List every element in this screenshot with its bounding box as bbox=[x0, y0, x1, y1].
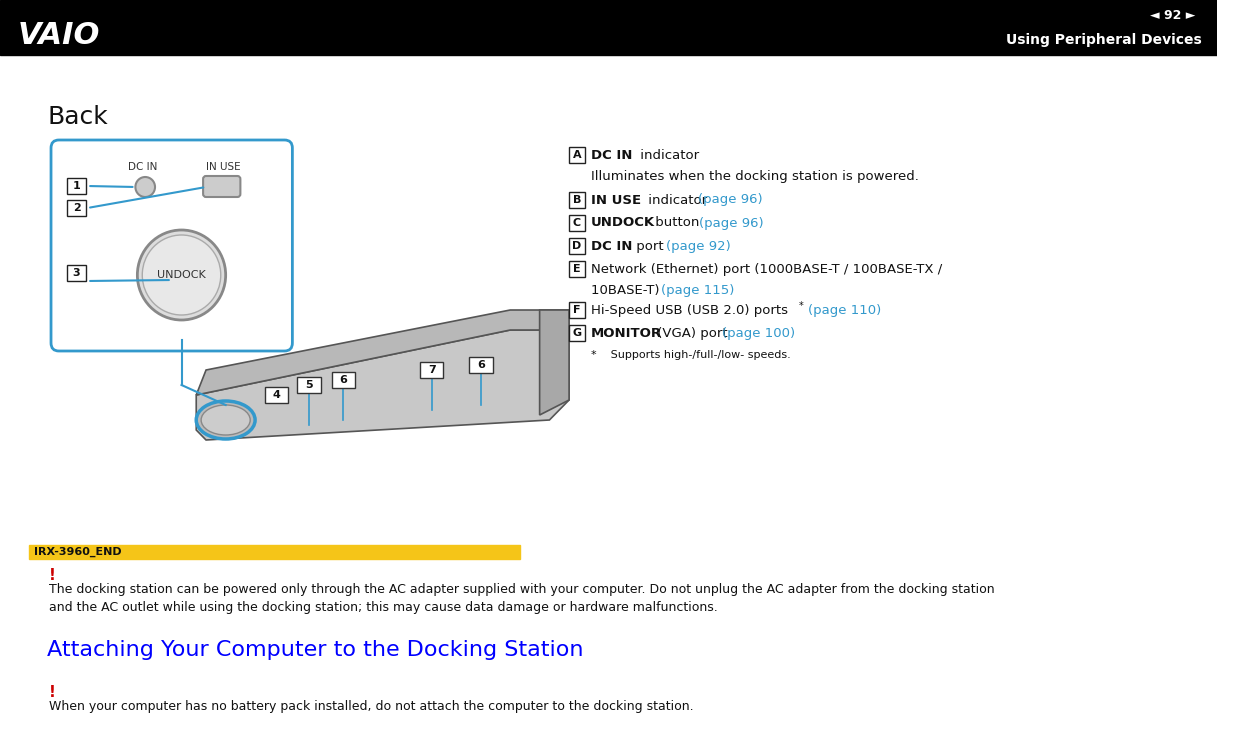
Text: (page 92): (page 92) bbox=[666, 239, 730, 253]
Bar bbox=[30, 545, 520, 559]
Text: IN USE: IN USE bbox=[590, 194, 641, 206]
Text: 1: 1 bbox=[73, 181, 81, 191]
Bar bbox=[569, 238, 585, 254]
Text: B: B bbox=[573, 195, 582, 205]
Text: Attaching Your Computer to the Docking Station: Attaching Your Computer to the Docking S… bbox=[47, 640, 584, 660]
Text: C: C bbox=[573, 218, 582, 228]
Text: DC IN: DC IN bbox=[590, 239, 632, 253]
Text: Back: Back bbox=[47, 105, 108, 129]
FancyBboxPatch shape bbox=[203, 176, 241, 197]
Bar bbox=[569, 261, 585, 277]
Text: F: F bbox=[573, 305, 580, 315]
Text: A: A bbox=[573, 150, 582, 160]
Text: The docking station can be powered only through the AC adapter supplied with you: The docking station can be powered only … bbox=[50, 583, 994, 614]
Polygon shape bbox=[196, 330, 569, 440]
Ellipse shape bbox=[201, 405, 250, 435]
Bar bbox=[569, 147, 585, 163]
Bar bbox=[265, 387, 289, 403]
Text: Hi-Speed USB (USB 2.0) ports: Hi-Speed USB (USB 2.0) ports bbox=[590, 303, 787, 317]
Bar bbox=[569, 192, 585, 208]
Text: (page 100): (page 100) bbox=[722, 326, 795, 340]
Bar bbox=[569, 325, 585, 341]
Text: (VGA) port: (VGA) port bbox=[653, 326, 733, 340]
Text: (page 115): (page 115) bbox=[661, 284, 734, 297]
Bar bbox=[569, 302, 585, 318]
Polygon shape bbox=[196, 310, 569, 395]
Text: 6: 6 bbox=[340, 375, 347, 385]
Ellipse shape bbox=[196, 401, 255, 439]
Circle shape bbox=[135, 177, 155, 197]
Bar bbox=[67, 265, 87, 281]
Bar bbox=[331, 372, 355, 388]
Circle shape bbox=[143, 235, 221, 315]
FancyBboxPatch shape bbox=[51, 140, 293, 351]
Text: ◄ 92 ►: ◄ 92 ► bbox=[1149, 8, 1195, 22]
Bar bbox=[0, 0, 1216, 55]
Text: button: button bbox=[651, 217, 704, 229]
Text: UNDOCK: UNDOCK bbox=[157, 270, 206, 280]
Text: 4: 4 bbox=[273, 390, 280, 400]
Text: 3: 3 bbox=[73, 268, 81, 278]
Text: IRX-3960_END: IRX-3960_END bbox=[35, 547, 122, 557]
Text: *    Supports high-/full-/low- speeds.: * Supports high-/full-/low- speeds. bbox=[590, 350, 790, 360]
Text: VAIO: VAIO bbox=[17, 21, 100, 49]
Text: DC IN: DC IN bbox=[590, 148, 632, 162]
Text: DC IN: DC IN bbox=[128, 162, 157, 172]
Bar bbox=[298, 377, 321, 393]
Text: 7: 7 bbox=[428, 365, 435, 375]
Text: UNDOCK: UNDOCK bbox=[590, 217, 655, 229]
Text: D: D bbox=[573, 241, 582, 251]
Bar bbox=[67, 200, 87, 216]
Polygon shape bbox=[539, 310, 569, 415]
Text: !: ! bbox=[50, 685, 56, 700]
Circle shape bbox=[138, 230, 226, 320]
Text: Network (Ethernet) port (1000BASE-T / 100BASE-TX /: Network (Ethernet) port (1000BASE-T / 10… bbox=[590, 262, 942, 276]
Text: indicator: indicator bbox=[636, 148, 699, 162]
Text: 5: 5 bbox=[305, 380, 312, 390]
Text: *: * bbox=[799, 301, 804, 311]
Text: 6: 6 bbox=[477, 360, 485, 370]
Text: (page 110): (page 110) bbox=[808, 303, 882, 317]
Text: Using Peripheral Devices: Using Peripheral Devices bbox=[1006, 33, 1202, 47]
Text: (page 96): (page 96) bbox=[698, 194, 763, 206]
Text: IN USE: IN USE bbox=[206, 162, 241, 172]
Bar bbox=[469, 357, 492, 373]
Text: 2: 2 bbox=[73, 203, 81, 213]
Bar bbox=[67, 178, 87, 194]
Text: MONITOR: MONITOR bbox=[590, 326, 662, 340]
Text: G: G bbox=[573, 328, 582, 338]
Bar bbox=[420, 362, 444, 378]
Text: (page 96): (page 96) bbox=[698, 217, 763, 229]
Text: !: ! bbox=[50, 568, 56, 583]
Text: Illuminates when the docking station is powered.: Illuminates when the docking station is … bbox=[590, 170, 919, 183]
Text: E: E bbox=[573, 264, 580, 274]
Text: port: port bbox=[632, 239, 667, 253]
Bar bbox=[569, 215, 585, 231]
Text: 10BASE-T): 10BASE-T) bbox=[590, 284, 663, 297]
Text: When your computer has no battery pack installed, do not attach the computer to : When your computer has no battery pack i… bbox=[50, 700, 693, 713]
Text: indicator: indicator bbox=[644, 194, 711, 206]
